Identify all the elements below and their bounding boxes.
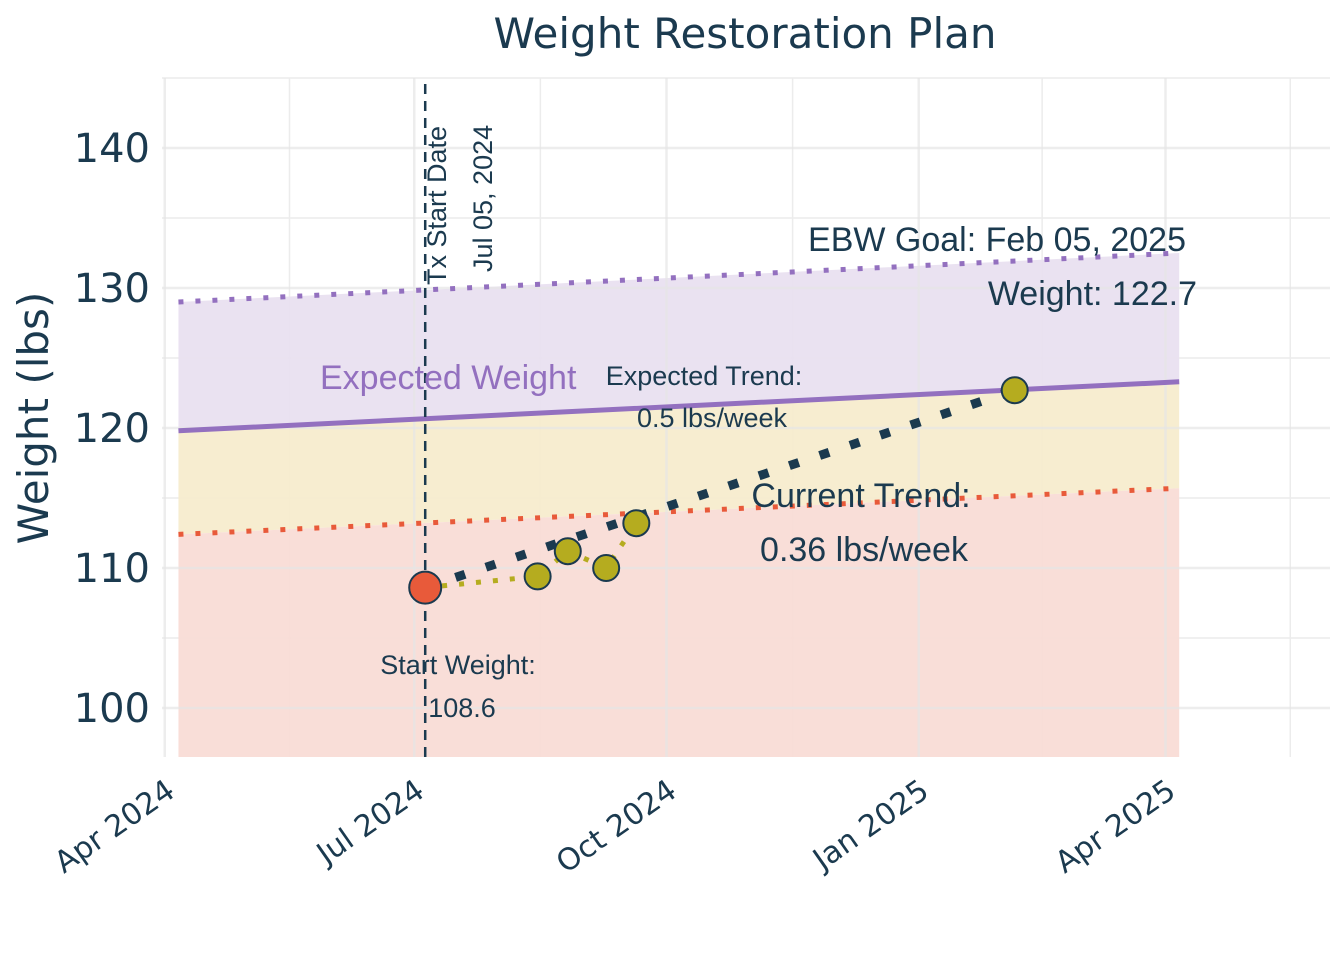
y-axis-label: Weight (lbs): [9, 292, 58, 545]
tx-start-date-label: Jul 05, 2024: [468, 125, 498, 272]
y-tick-label: 100: [74, 686, 150, 732]
x-tick-label: Apr 2025: [1049, 773, 1182, 881]
x-tick-labels: Apr 2024 Jul 2024 Oct 2024 Jan 2025 Apr 2025: [48, 773, 1182, 881]
chart-title: Weight Restoration Plan: [493, 9, 996, 58]
x-tick-label: Jan 2025: [805, 773, 935, 879]
current-trend-label: Current Trend:: [751, 477, 970, 515]
weight-point: [1000, 376, 1029, 405]
y-tick-label: 140: [74, 126, 150, 172]
band-upper: [178, 253, 1180, 431]
expected-trend-value: 0.5 lbs/week: [637, 403, 788, 433]
weight-point: [592, 554, 621, 582]
series-line-3: [423, 385, 1017, 592]
x-tick-label: Oct 2024: [550, 773, 683, 881]
goal-weight-label: Weight: 122.7: [988, 275, 1197, 313]
series-line-1: [178, 250, 1180, 305]
x-tick-label: Apr 2024: [48, 773, 181, 881]
expected-trend-label: Expected Trend:: [606, 361, 803, 391]
y-tick-label: 120: [74, 406, 150, 452]
weight-points: [408, 376, 1029, 605]
y-tick-label: 130: [74, 266, 150, 312]
start-weight-label: Start Weight:: [380, 650, 536, 680]
weight-point: [523, 562, 552, 591]
weight-bands: [178, 253, 1180, 757]
series-line-2: [178, 485, 1180, 537]
y-tick-label: 110: [74, 546, 150, 592]
weight-point: [553, 537, 582, 566]
y-tick-labels: 100 110 120 130 140: [74, 126, 150, 732]
x-tick-label: Jul 2024: [309, 773, 431, 873]
start-weight-value: 108.6: [428, 693, 496, 723]
weight-point: [408, 570, 443, 605]
band-lower: [178, 488, 1180, 757]
weight-point: [622, 509, 651, 538]
current-trend-value: 0.36 lbs/week: [760, 531, 969, 569]
ebw-goal-label: EBW Goal: Feb 05, 2025: [808, 221, 1186, 259]
expected-weight-label: Expected Weight: [320, 359, 577, 397]
major-gridlines: [162, 78, 1330, 757]
tx-start-label: Tx Start Date: [422, 126, 452, 285]
